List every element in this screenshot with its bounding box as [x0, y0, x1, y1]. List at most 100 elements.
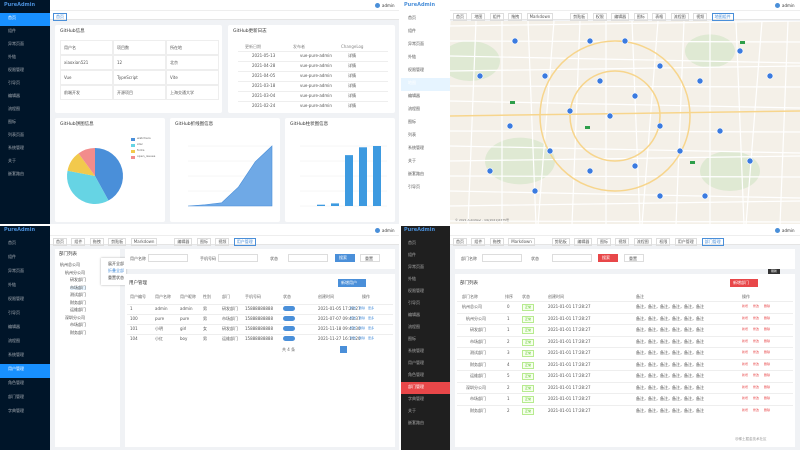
tab[interactable]: 编辑器 — [611, 13, 630, 21]
tree-node[interactable]: 深圳分公司 — [65, 314, 85, 320]
menu-item[interactable]: 首页 — [8, 15, 16, 20]
status-switch[interactable] — [283, 336, 295, 341]
tab[interactable]: 编辑器 — [574, 238, 593, 246]
tab[interactable]: 组件 — [489, 13, 504, 21]
menu-item[interactable]: 系统管理 — [8, 352, 24, 357]
menu-item[interactable]: 流程图 — [8, 338, 20, 343]
menu-item[interactable]: 外链 — [8, 54, 16, 59]
tab[interactable]: 地图 — [471, 13, 486, 21]
context-item[interactable]: 折叠全部 — [108, 268, 124, 273]
row-action[interactable]: 新增 — [742, 338, 749, 343]
menu-item[interactable]: 编辑器 — [408, 93, 420, 98]
menu-item[interactable]: 嵌套路由 — [408, 171, 424, 176]
page-current[interactable] — [340, 346, 347, 353]
tab[interactable]: 剪贴板 — [108, 238, 127, 246]
tab[interactable]: 图标 — [597, 238, 611, 246]
row-action[interactable]: 修改 — [753, 315, 760, 320]
row-action[interactable]: 更多 — [368, 326, 375, 330]
tab[interactable]: 视频 — [693, 13, 708, 21]
row-action[interactable]: 新增 — [742, 373, 749, 377]
row-action[interactable]: 删除 — [359, 316, 366, 320]
reset-button[interactable]: 重置 — [360, 254, 380, 262]
tab[interactable]: 部门管理 — [701, 238, 724, 246]
tab[interactable]: 权限 — [592, 13, 607, 21]
row-action[interactable]: 新增 — [742, 396, 749, 400]
menu-item[interactable]: 外链 — [408, 276, 416, 281]
row-action[interactable]: 删除 — [764, 350, 771, 354]
search-input[interactable] — [552, 254, 592, 262]
status-switch[interactable] — [283, 316, 295, 321]
user-name[interactable]: admin — [782, 3, 795, 8]
row-action[interactable]: 删除 — [764, 396, 771, 400]
context-item[interactable]: 展开全部 — [108, 261, 124, 266]
tab[interactable]: 流程图 — [633, 238, 652, 246]
row-action[interactable]: 修改 — [350, 306, 357, 310]
tab[interactable]: 权限 — [656, 238, 671, 246]
status-switch[interactable] — [283, 326, 295, 331]
menu-item[interactable]: 字典管理 — [8, 408, 24, 413]
tab[interactable]: Markdown — [130, 238, 158, 246]
search-input[interactable] — [148, 254, 188, 262]
row-action[interactable]: 删除 — [764, 361, 771, 366]
tab[interactable]: 剪贴板 — [570, 13, 589, 21]
row-action[interactable]: 更多 — [368, 306, 375, 310]
menu-item[interactable]: 异常页面 — [408, 264, 424, 269]
tree-node[interactable]: 财务部门 — [70, 299, 86, 305]
row-action[interactable]: 新增 — [742, 327, 749, 331]
tab[interactable]: 表格 — [652, 13, 667, 21]
user-name[interactable]: admin — [782, 228, 795, 233]
tree-node[interactable]: 研发部门 — [70, 277, 86, 282]
search-input[interactable] — [288, 254, 328, 262]
menu-item[interactable]: 异常页面 — [408, 41, 424, 46]
menu-item[interactable]: 部门管理 — [408, 384, 424, 389]
menu-item[interactable]: 引导页 — [408, 184, 420, 189]
menu-item[interactable]: 列表 — [408, 132, 416, 137]
menu-item[interactable]: 列表页面 — [8, 132, 24, 137]
tab[interactable]: 组件 — [71, 238, 86, 246]
tree-node[interactable]: 杭州分公司 — [65, 269, 85, 275]
tab[interactable]: 剪贴板 — [551, 238, 570, 246]
tab[interactable]: 地图组件 — [711, 13, 734, 21]
tree-node[interactable]: 市场部门 — [70, 322, 86, 327]
row-action[interactable]: 新增 — [742, 350, 749, 354]
menu-item[interactable]: 系统管理 — [408, 145, 424, 150]
menu-item[interactable]: 权限管理 — [8, 296, 24, 301]
tab[interactable]: 首页 — [453, 238, 467, 246]
menu-item[interactable]: 编辑器 — [8, 324, 20, 329]
user-name[interactable]: admin — [382, 3, 395, 8]
tab[interactable]: 图标 — [197, 238, 211, 246]
tree-node[interactable]: 杭州总公司 — [60, 262, 80, 267]
row-action[interactable]: 更多 — [368, 316, 375, 320]
tab[interactable]: 用户管理 — [233, 238, 256, 246]
menu-item[interactable]: 用户管理 — [408, 360, 424, 365]
tab[interactable]: 视频 — [215, 238, 230, 246]
tab[interactable]: 组件 — [471, 238, 486, 246]
menu-item[interactable]: 系统管理 — [8, 145, 24, 150]
menu-item[interactable]: 组件 — [408, 252, 416, 257]
reset-button[interactable]: 重置 — [624, 254, 644, 262]
status-switch[interactable] — [283, 306, 295, 311]
tree-node[interactable]: 测试部门 — [70, 292, 86, 297]
menu-item[interactable]: 关于 — [408, 158, 416, 163]
tab[interactable]: Markdown — [508, 238, 535, 246]
menu-item[interactable]: 字典管理 — [408, 396, 424, 401]
row-action[interactable]: 新增 — [742, 407, 749, 412]
row-action[interactable]: 修改 — [753, 396, 760, 400]
tab[interactable]: 首页 — [453, 13, 467, 21]
search-input[interactable] — [218, 254, 258, 262]
menu-item[interactable]: 图标 — [8, 119, 16, 124]
menu-item[interactable]: 角色管理 — [8, 380, 24, 385]
search-button[interactable]: 搜索 — [598, 254, 618, 262]
row-action[interactable]: 修改 — [753, 350, 760, 354]
menu-item[interactable]: 图标 — [408, 336, 416, 341]
tree-node[interactable]: 财务部门 — [70, 329, 86, 335]
row-action[interactable]: 删除 — [764, 304, 771, 308]
add-button[interactable]: 新增用户 — [338, 279, 366, 287]
menu-item[interactable]: 引导页 — [8, 80, 20, 85]
row-action[interactable]: 修改 — [753, 384, 760, 389]
row-action[interactable]: 删除 — [764, 327, 771, 331]
menu-item[interactable]: 关于 — [408, 408, 416, 413]
tab[interactable]: 拖拽 — [489, 238, 504, 246]
row-action[interactable]: 新增 — [742, 304, 749, 308]
tab[interactable]: 拖拽 — [89, 238, 104, 246]
